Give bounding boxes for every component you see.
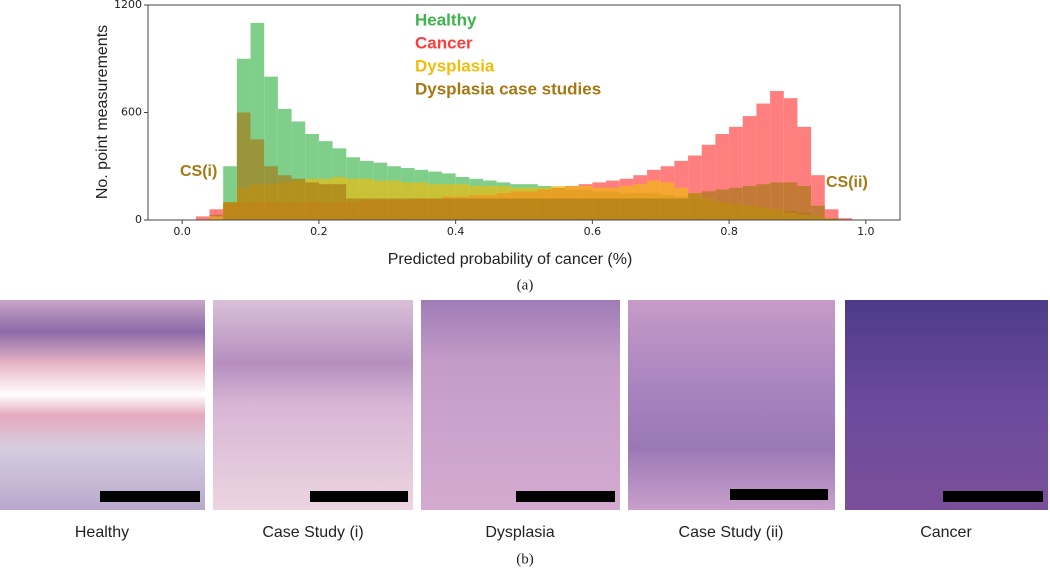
- histogram-bar: [633, 198, 648, 220]
- scale-bar: [100, 491, 200, 502]
- histogram-bar: [824, 218, 839, 220]
- histogram-bar: [742, 185, 757, 220]
- histogram-bar: [332, 184, 347, 220]
- histogram-bar: [373, 198, 388, 220]
- histogram-bar: [305, 182, 319, 220]
- histogram-bar: [496, 198, 511, 220]
- histogram-bar: [195, 216, 210, 220]
- scale-bar: [516, 491, 615, 502]
- panel-caption: Healthy: [75, 524, 129, 541]
- histogram-bar: [756, 184, 771, 220]
- histogram-bar: [441, 198, 456, 220]
- y-axis-label: No. point measurements: [94, 25, 111, 199]
- histogram-bar: [428, 198, 442, 220]
- panel-caption: Case Study (ii): [679, 524, 784, 541]
- histogram-bar: [770, 182, 784, 220]
- histogram-bar: [414, 198, 429, 220]
- legend-entry: Dysplasia case studies: [415, 79, 601, 98]
- histogram-bar: [223, 202, 237, 220]
- y-tick-label: 1200: [114, 0, 142, 11]
- histogram-bar: [578, 198, 593, 220]
- histogram-bar: [387, 198, 401, 220]
- x-axis-label: Predicted probability of cancer (%): [388, 251, 633, 268]
- histogram-bar: [660, 198, 675, 220]
- histogram-bar: [838, 218, 853, 220]
- histology-panels: [0, 300, 1048, 510]
- histogram-bar: [264, 166, 278, 220]
- annotation: CS(ii): [826, 174, 868, 191]
- panel-image: [213, 300, 413, 510]
- histogram-bar: [482, 198, 497, 220]
- histogram-bar: [469, 198, 483, 220]
- histogram-bar: [400, 198, 415, 220]
- histogram-bar: [729, 187, 743, 220]
- panel-caption: Cancer: [920, 524, 972, 541]
- histogram-bar: [209, 209, 224, 220]
- panel-caption: Case Study (i): [262, 524, 363, 541]
- histogram-bar: [565, 198, 579, 220]
- x-tick-label: 0.8: [720, 225, 738, 238]
- scale-bar: [730, 489, 828, 500]
- panel-caption: Dysplasia: [485, 524, 554, 541]
- annotation: CS(i): [180, 163, 217, 180]
- y-tick-label: 600: [121, 106, 142, 119]
- legend-entry: Dysplasia: [415, 56, 495, 75]
- scale-bar: [310, 491, 408, 502]
- panel-image: [628, 300, 835, 510]
- histogram-bar: [592, 198, 607, 220]
- histogram-bar: [277, 175, 292, 220]
- panel-image: [421, 300, 620, 510]
- histogram-bar: [318, 184, 333, 220]
- histogram-bar: [537, 198, 552, 220]
- series: [223, 112, 839, 220]
- x-tick-label: 0.6: [584, 225, 602, 238]
- histogram-bar: [674, 198, 689, 220]
- legend-entry: Healthy: [415, 10, 477, 29]
- histogram-bar: [647, 198, 661, 220]
- histogram-bar: [619, 198, 634, 220]
- x-tick-label: 0.4: [447, 225, 465, 238]
- histogram-bar: [824, 209, 839, 220]
- histogram-bar: [524, 198, 538, 220]
- histogram-bar: [209, 216, 224, 220]
- histogram-bar: [797, 185, 812, 220]
- histogram-bar: [346, 198, 360, 220]
- histogram-bar: [291, 178, 306, 220]
- histogram-bar: [783, 182, 798, 220]
- subfigure-label: (b): [516, 551, 534, 567]
- x-tick-label: 1.0: [857, 225, 875, 238]
- scale-bar: [943, 491, 1043, 502]
- histogram-bar: [359, 198, 374, 220]
- y-tick-label: 0: [135, 213, 142, 226]
- x-tick-label: 0.2: [310, 225, 328, 238]
- histogram-bar: [510, 198, 524, 220]
- subfigure-label: (a): [517, 277, 534, 293]
- histogram-bar: [236, 112, 251, 220]
- histogram-bar: [606, 198, 620, 220]
- histogram-bar: [811, 205, 825, 220]
- histogram-bar: [701, 191, 716, 220]
- histogram-bar: [715, 189, 730, 220]
- panel-image: [0, 300, 205, 510]
- histogram-bar: [551, 198, 566, 220]
- legend-entry: Cancer: [415, 33, 473, 52]
- histogram-bar: [455, 198, 470, 220]
- panel-image: [845, 300, 1048, 510]
- x-tick-label: 0.0: [173, 225, 191, 238]
- histogram-bar: [688, 193, 702, 220]
- histogram-bar: [250, 139, 265, 220]
